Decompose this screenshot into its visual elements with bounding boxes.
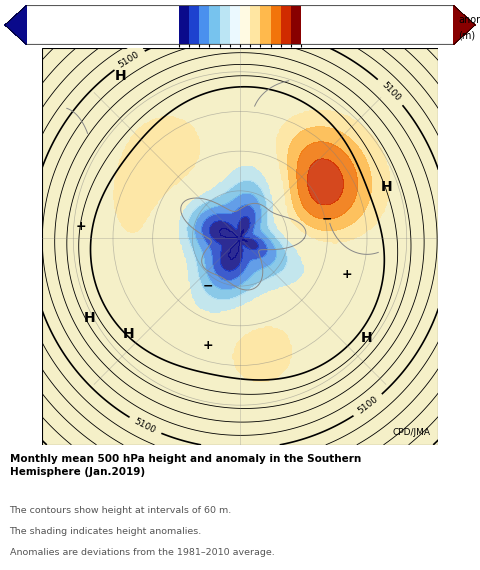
Text: +: +: [203, 339, 214, 352]
Text: The contours show height at intervals of 60 m.: The contours show height at intervals of…: [10, 506, 232, 515]
Text: 5100: 5100: [356, 395, 380, 416]
Text: 5100: 5100: [379, 80, 402, 103]
Text: (m): (m): [458, 30, 475, 40]
Text: H: H: [381, 180, 393, 194]
FancyBboxPatch shape: [42, 48, 438, 445]
Text: 5100: 5100: [133, 417, 157, 435]
Text: CPD/JMA: CPD/JMA: [393, 428, 431, 437]
Text: H: H: [115, 69, 127, 83]
Text: −: −: [322, 212, 333, 225]
Text: The shading indicates height anomalies.: The shading indicates height anomalies.: [10, 527, 202, 536]
Text: anomalies: anomalies: [458, 15, 480, 25]
Text: H: H: [84, 311, 95, 325]
PathPatch shape: [454, 6, 475, 44]
Text: 5100: 5100: [117, 50, 141, 70]
Text: H: H: [123, 327, 135, 341]
Text: +: +: [76, 220, 86, 233]
Text: +: +: [342, 268, 352, 280]
Text: Monthly mean 500 hPa height and anomaly in the Southern
Hemisphere (Jan.2019): Monthly mean 500 hPa height and anomaly …: [10, 454, 361, 477]
Text: −: −: [203, 280, 214, 292]
PathPatch shape: [5, 6, 26, 44]
Text: Anomalies are deviations from the 1981–2010 average.: Anomalies are deviations from the 1981–2…: [10, 548, 274, 557]
Text: H: H: [361, 331, 373, 345]
